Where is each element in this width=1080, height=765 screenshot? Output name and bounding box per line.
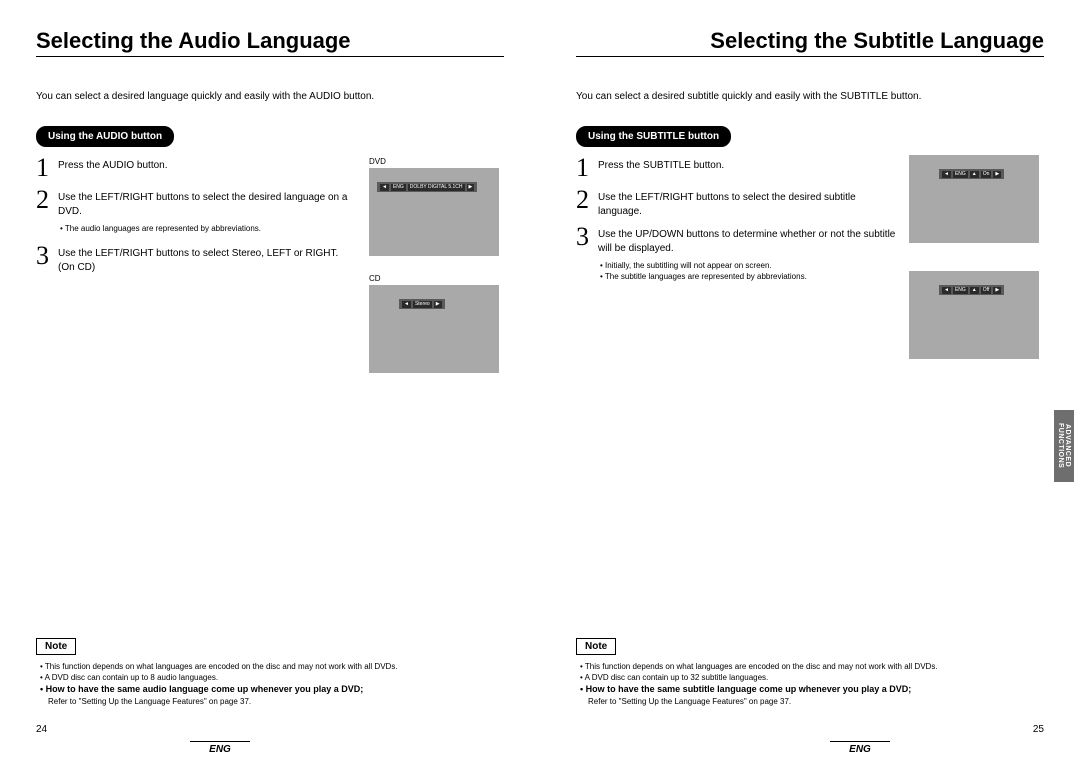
note-label: Note [576,638,616,655]
step-3: 3 Use the LEFT/RIGHT buttons to select S… [36,243,357,274]
step-3: 3 Use the UP/DOWN buttons to determine w… [576,224,897,255]
osd-arrow-left-icon: ◄ [942,287,951,294]
screen-subtitle-on: ◄ ENG ▲ On ▶ [909,155,1039,243]
osd-text: ENG [953,171,968,178]
screen-label: CD [369,274,504,283]
step-2: 2 Use the LEFT/RIGHT buttons to select t… [36,187,357,218]
osd-arrow-left-icon: ◄ [402,301,411,308]
note-bold: How to have the same audio language come… [40,683,504,696]
note-section: Note This function depends on what langu… [576,636,1044,707]
step-number: 2 [36,187,58,213]
section-tab: ADVANCED FUNCTIONS [1054,410,1074,482]
osd-arrow-up-icon: ▲ [970,171,979,178]
osd-arrow-right-icon: ▶ [467,184,475,191]
note-line: This function depends on what languages … [40,661,504,672]
page-right: Selecting the Subtitle Language You can … [540,0,1080,765]
screen-cd: ◄ Stereo ▶ [369,285,499,373]
osd-arrow-right-icon: ▶ [993,287,1001,294]
step-note: The audio languages are represented by a… [60,224,357,233]
note-label: Note [36,638,76,655]
osd-text: Stereo [413,301,432,308]
osd-arrow-up-icon: ▲ [970,287,979,294]
content-row: 1 Press the AUDIO button. 2 Use the LEFT… [36,155,504,391]
note-bold: How to have the same subtitle language c… [580,683,1044,696]
osd-arrow-right-icon: ▶ [993,171,1001,178]
step-2: 2 Use the LEFT/RIGHT buttons to select t… [576,187,897,218]
step-number: 1 [576,155,598,181]
steps-column: 1 Press the AUDIO button. 2 Use the LEFT… [36,155,357,391]
section-pill: Using the AUDIO button [36,126,174,147]
note-ref: Refer to "Setting Up the Language Featur… [588,696,1044,707]
intro-text: You can select a desired subtitle quickl… [576,91,1044,102]
osd-bar: ◄ ENG ▲ On ▶ [939,169,1004,179]
note-section: Note This function depends on what langu… [36,636,504,707]
osd-bar: ◄ Stereo ▶ [399,299,445,309]
lang-badge: ENG [190,741,250,755]
osd-arrow-right-icon: ▶ [434,301,442,308]
step-text: Use the LEFT/RIGHT buttons to select Ste… [58,243,357,274]
screenshots-column: ◄ ENG ▲ On ▶ ◄ ENG ▲ Off ▶ [909,155,1044,387]
note-line: A DVD disc can contain up to 32 subtitle… [580,672,1044,683]
step-number: 3 [36,243,58,269]
note-line: This function depends on what languages … [580,661,1044,672]
screen-dvd: ◄ ENG DOLBY DIGITAL 5.1CH ▶ [369,168,499,256]
osd-text: ENG [953,287,968,294]
page-left: Selecting the Audio Language You can sel… [0,0,540,765]
page-number: 25 [1033,724,1044,735]
step-1: 1 Press the SUBTITLE button. [576,155,897,181]
step-note: Initially, the subtitling will not appea… [600,261,897,270]
step-text: Press the AUDIO button. [58,155,168,173]
step-1: 1 Press the AUDIO button. [36,155,357,181]
osd-text: Off [981,287,992,294]
step-text: Press the SUBTITLE button. [598,155,724,173]
lang-badge: ENG [830,741,890,755]
note-ref: Refer to "Setting Up the Language Featur… [48,696,504,707]
osd-bar: ◄ ENG DOLBY DIGITAL 5.1CH ▶ [377,182,477,192]
steps-column: 1 Press the SUBTITLE button. 2 Use the L… [576,155,897,387]
page-number: 24 [36,724,47,735]
osd-text: ENG [391,184,406,191]
section-pill: Using the SUBTITLE button [576,126,731,147]
page-title: Selecting the Subtitle Language [576,28,1044,57]
osd-bar: ◄ ENG ▲ Off ▶ [939,285,1004,295]
step-number: 3 [576,224,598,250]
step-text: Use the LEFT/RIGHT buttons to select the… [598,187,897,218]
screen-subtitle-off: ◄ ENG ▲ Off ▶ [909,271,1039,359]
osd-arrow-left-icon: ◄ [942,171,951,178]
step-number: 1 [36,155,58,181]
page-title: Selecting the Audio Language [36,28,504,57]
osd-text: On [981,171,992,178]
osd-arrow-left-icon: ◄ [380,184,389,191]
osd-text: DOLBY DIGITAL 5.1CH [408,184,465,191]
step-number: 2 [576,187,598,213]
screenshots-column: DVD ◄ ENG DOLBY DIGITAL 5.1CH ▶ CD ◄ Ste… [369,155,504,391]
intro-text: You can select a desired language quickl… [36,91,504,102]
manual-spread: Selecting the Audio Language You can sel… [0,0,1080,765]
step-text: Use the UP/DOWN buttons to determine whe… [598,224,897,255]
step-note: The subtitle languages are represented b… [600,272,897,281]
step-text: Use the LEFT/RIGHT buttons to select the… [58,187,357,218]
content-row: 1 Press the SUBTITLE button. 2 Use the L… [576,155,1044,387]
note-line: A DVD disc can contain up to 8 audio lan… [40,672,504,683]
screen-label: DVD [369,157,504,166]
